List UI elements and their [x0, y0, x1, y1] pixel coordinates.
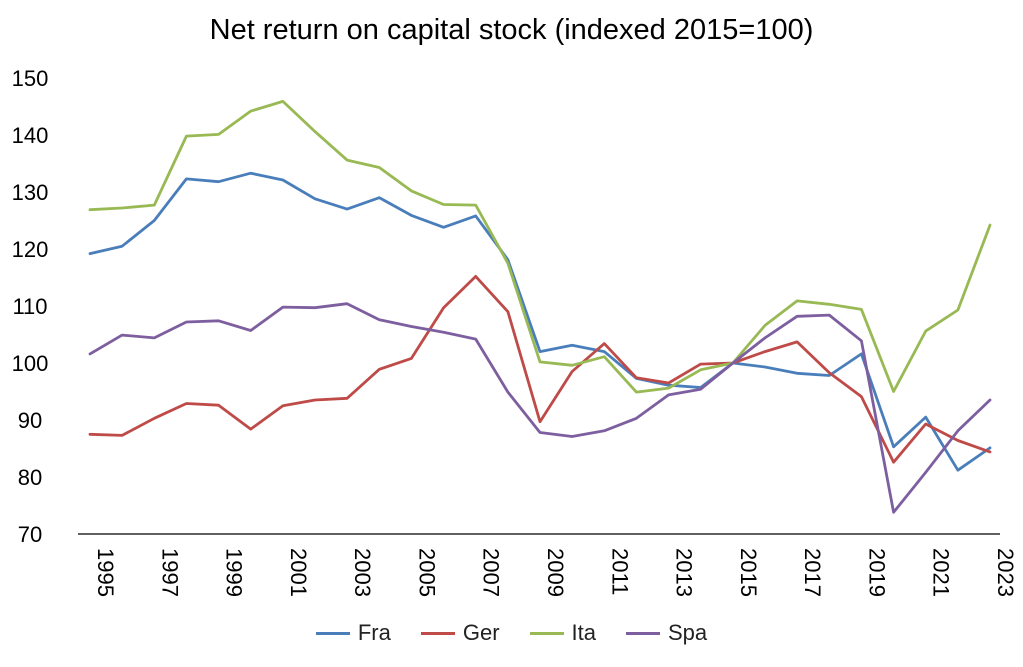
chart-title: Net return on capital stock (indexed 201… [209, 14, 814, 46]
x-tick-label: 2013 [672, 548, 697, 597]
x-tick-label: 2023 [993, 548, 1018, 597]
legend: Fra Ger Ita Spa [0, 620, 1023, 646]
x-tick-label: 2001 [286, 548, 311, 597]
y-tick-label: 80 [18, 465, 42, 490]
x-tick-label: 2015 [736, 548, 761, 597]
y-tick-label: 100 [12, 351, 49, 376]
y-tick-label: 110 [12, 294, 47, 319]
series-lines [88, 100, 992, 514]
y-tick-labels: 70 80 90 100 110 120 130 140 150 [12, 66, 49, 547]
legend-label: Fra [357, 620, 391, 645]
y-tick-label: 150 [12, 66, 49, 91]
x-tick-label: 2017 [800, 548, 825, 597]
legend-item-ita: Ita [529, 620, 596, 646]
legend-item-spa: Spa [626, 620, 707, 646]
x-tick-label: 1995 [93, 548, 118, 597]
x-tick-label: 2005 [414, 548, 439, 597]
y-tick-label: 90 [18, 408, 42, 433]
legend-swatch [626, 631, 660, 635]
x-tick-label: 1997 [157, 548, 182, 597]
y-tick-label: 130 [12, 180, 49, 205]
legend-label: Spa [668, 620, 708, 645]
legend-label: Ita [571, 620, 596, 645]
x-tick-labels: 1995 1997 1999 2001 2003 2005 2007 2009 2011 2013… [93, 548, 1018, 597]
x-tick-label: 2009 [543, 548, 568, 597]
series-line-fra [88, 171, 992, 472]
y-tick-label: 140 [12, 123, 49, 148]
x-tick-label: 2003 [350, 548, 375, 597]
y-tick-label: 120 [12, 237, 49, 262]
series-line-ita [88, 100, 992, 394]
legend-label: Ger [462, 620, 500, 645]
x-tick-label: 2007 [479, 548, 504, 597]
x-tick-label: 2019 [864, 548, 889, 597]
series-line-ger [88, 274, 992, 464]
y-tick-label: 70 [18, 522, 42, 547]
series-line-spa [88, 302, 992, 514]
legend-item-fra: Fra [315, 620, 391, 646]
x-tick-label: 1999 [222, 548, 247, 597]
legend-item-ger: Ger [420, 620, 500, 646]
x-tick-label: 2021 [929, 548, 954, 597]
legend-swatch [315, 631, 350, 635]
x-tick-label: 2011 [607, 548, 632, 595]
legend-swatch [529, 631, 564, 635]
legend-swatch [420, 631, 455, 635]
